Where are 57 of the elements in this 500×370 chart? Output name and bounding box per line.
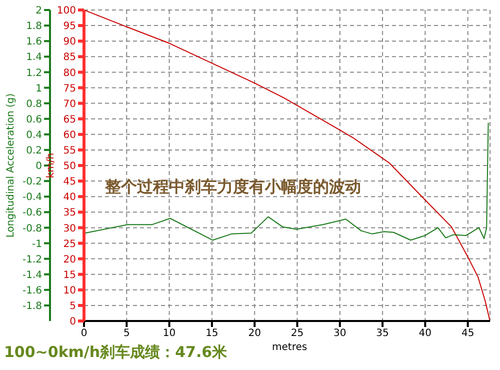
y2-axis-title: km/h — [46, 152, 57, 178]
y2-tick-label: 50 — [63, 161, 76, 172]
x-tick-label: 40 — [418, 328, 432, 340]
y2-tick-label: 55 — [63, 146, 76, 156]
x-tick-label: 15 — [206, 328, 218, 340]
y-tick-label: -1.2 — [22, 254, 42, 266]
annotation: 整个过程中刹车力度有小幅度的波动 — [105, 177, 361, 198]
x-tick-label: 20 — [248, 328, 261, 340]
x-tick-label: 10 — [162, 328, 176, 340]
x-tick-label: 5 — [123, 328, 130, 340]
y-tick-label: -1.8 — [22, 301, 42, 312]
y-tick-label: -1 — [32, 238, 42, 250]
x-tick-label: 0 — [80, 328, 88, 340]
y-tick-label: -0.6 — [22, 208, 42, 219]
y-tick-label: -0.8 — [22, 223, 42, 234]
y-tick-label: 0 — [36, 161, 42, 172]
y-tick-label: 0.8 — [26, 98, 42, 110]
y2-tick-label: 90 — [63, 36, 76, 48]
y2-tick-label: 30 — [63, 223, 76, 234]
y2-tick-label: 0 — [70, 316, 76, 328]
y-tick-label: 1.4 — [26, 52, 42, 64]
y2-tick-label: 95 — [63, 21, 76, 32]
y2-tick-label: 35 — [63, 208, 76, 219]
y2-tick-label: 85 — [63, 52, 76, 64]
y2-tick-label: 25 — [63, 238, 76, 250]
y2-tick-label: 70 — [63, 98, 76, 110]
y2-tick-label: 40 — [63, 192, 76, 204]
line-series — [84, 122, 489, 241]
y-tick-label: 0.6 — [26, 114, 42, 126]
y-tick-label: 1.8 — [26, 21, 42, 32]
y-tick-label: -1.6 — [22, 285, 42, 296]
y-tick-label: -0.2 — [22, 176, 42, 188]
y-tick-label: -0.4 — [22, 192, 42, 204]
y-tick-label: 1.2 — [26, 68, 42, 79]
y2-tick-label: 20 — [63, 254, 76, 266]
y2-tick-label: 80 — [63, 68, 76, 79]
y-tick-label: 0.2 — [26, 146, 42, 156]
y2-tick-label: 65 — [63, 114, 76, 126]
y-tick-label: -1.4 — [22, 270, 42, 281]
y-tick-label: 1.6 — [26, 36, 42, 48]
y2-tick-label: 15 — [63, 270, 76, 281]
text: 100~0km/h刹车成绩：47.6米 — [4, 343, 228, 362]
y-tick-label: 2 — [36, 6, 42, 17]
y2-tick-label: 100 — [56, 6, 76, 17]
x-tick-label: 25 — [290, 328, 304, 340]
y2-tick-label: 45 — [63, 176, 76, 188]
y2-tick-label: 75 — [63, 83, 76, 94]
x-tick-label: 35 — [376, 328, 389, 340]
y2-tick-label: 60 — [63, 130, 76, 141]
y2-tick-label: 5 — [70, 301, 76, 312]
y2-tick-label: 10 — [63, 285, 76, 296]
x-tick-label: 45 — [461, 328, 474, 340]
x-axis-title: metres — [272, 342, 308, 353]
y-axis-title: Longitudinal Acceleration (g) — [6, 93, 17, 238]
y-tick-label: 1 — [36, 83, 42, 94]
x-tick-label: 30 — [334, 328, 346, 340]
y-tick-label: 0.4 — [26, 130, 42, 141]
